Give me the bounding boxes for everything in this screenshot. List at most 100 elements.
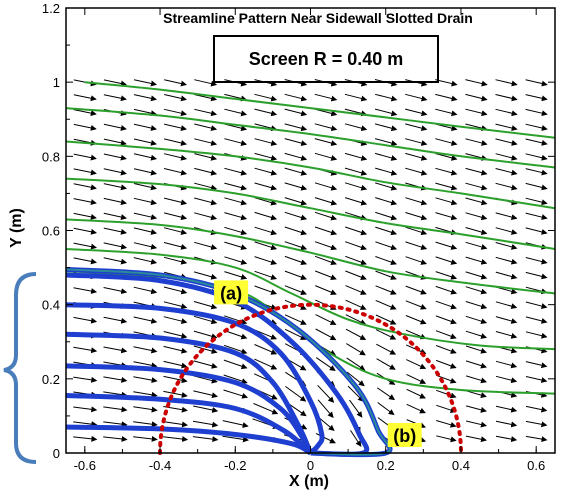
velocity-vector xyxy=(284,270,307,280)
velocity-vector xyxy=(284,123,308,132)
velocity-vector xyxy=(374,138,398,146)
velocity-vector xyxy=(317,384,335,403)
velocity-vector xyxy=(224,256,248,265)
velocity-vector xyxy=(465,108,488,117)
velocity-vector xyxy=(253,402,279,415)
captured-streamline xyxy=(65,424,312,456)
velocity-vector xyxy=(435,167,458,176)
x-tick-label: -0.4 xyxy=(149,458,171,473)
velocity-vector xyxy=(435,197,458,206)
velocity-vector xyxy=(375,167,398,176)
velocity-vector xyxy=(350,430,362,447)
velocity-vector xyxy=(406,388,426,399)
velocity-vector xyxy=(133,406,158,413)
velocity-vector xyxy=(103,197,127,206)
outer-streamline xyxy=(65,270,556,395)
velocity-vector xyxy=(73,316,98,324)
velocity-vector xyxy=(103,391,128,398)
point-label-highlight xyxy=(387,423,422,447)
velocity-vector xyxy=(163,212,188,221)
velocity-vector xyxy=(163,390,188,398)
velocity-vector xyxy=(465,256,488,265)
velocity-vector xyxy=(133,421,158,428)
velocity-vector xyxy=(435,212,458,221)
velocity-vector xyxy=(375,270,397,280)
velocity-vector xyxy=(163,360,188,369)
velocity-vector xyxy=(254,211,278,221)
velocity-vector xyxy=(315,314,337,325)
velocity-vector xyxy=(525,271,548,280)
velocity-vector xyxy=(465,330,488,339)
outer-streamline xyxy=(65,177,556,250)
point-label: (b) xyxy=(393,426,416,446)
velocity-vector xyxy=(224,138,248,146)
velocity-vector xyxy=(133,376,158,384)
velocity-vector xyxy=(254,329,278,340)
velocity-vector xyxy=(345,299,367,310)
velocity-vector xyxy=(314,152,338,161)
velocity-vector xyxy=(435,241,458,250)
velocity-vector xyxy=(345,226,368,236)
velocity-vector xyxy=(405,226,428,236)
velocity-vector xyxy=(315,285,337,295)
velocity-vector xyxy=(133,138,157,146)
velocity-vector xyxy=(344,182,368,191)
velocity-vector xyxy=(346,343,366,356)
velocity-vector xyxy=(103,346,128,354)
velocity-vector xyxy=(525,79,548,87)
velocity-vector xyxy=(525,212,548,221)
velocity-vector xyxy=(315,357,336,371)
velocity-vector xyxy=(254,256,278,265)
velocity-vector xyxy=(495,94,518,102)
velocity-vector xyxy=(435,138,458,146)
velocity-vector xyxy=(435,256,458,265)
velocity-vector xyxy=(73,123,97,131)
velocity-vector xyxy=(465,182,488,191)
velocity-vector xyxy=(254,182,278,191)
x-tick-label: -0.6 xyxy=(74,458,96,473)
y-tick-label: 0.2 xyxy=(42,372,60,387)
velocity-vector xyxy=(194,79,218,87)
velocity-vector xyxy=(103,227,127,235)
velocity-vector xyxy=(495,182,518,191)
velocity-vector xyxy=(436,404,457,413)
velocity-vector xyxy=(495,405,518,413)
velocity-vector xyxy=(133,435,158,442)
velocity-vector xyxy=(163,345,188,354)
velocity-vector xyxy=(73,421,98,428)
velocity-vector xyxy=(133,242,158,250)
velocity-vector xyxy=(374,123,398,132)
velocity-vector xyxy=(435,79,458,87)
velocity-vector xyxy=(103,123,127,131)
velocity-vector xyxy=(495,375,518,384)
velocity-vector xyxy=(284,182,308,191)
velocity-vector xyxy=(254,79,278,87)
velocity-vector xyxy=(375,256,397,266)
x-tick-label: 0.4 xyxy=(452,458,470,473)
velocity-vector xyxy=(194,153,218,161)
velocity-vector xyxy=(375,314,397,325)
velocity-vector xyxy=(405,138,428,146)
velocity-vector xyxy=(525,153,548,161)
velocity-vector xyxy=(435,182,458,191)
velocity-vector xyxy=(193,301,218,310)
velocity-vector xyxy=(436,420,457,428)
y-tick-label: 1 xyxy=(53,75,60,90)
velocity-vector xyxy=(374,108,398,117)
velocity-vector xyxy=(435,108,458,117)
y-tick-label: 0 xyxy=(53,446,60,461)
velocity-vector xyxy=(163,286,188,295)
velocity-vector xyxy=(163,227,188,235)
velocity-vector xyxy=(192,420,219,428)
velocity-vector xyxy=(224,93,248,102)
velocity-vector xyxy=(133,286,158,295)
velocity-vector xyxy=(194,241,218,250)
velocity-vector xyxy=(223,359,248,370)
velocity-vector xyxy=(465,138,488,146)
velocity-vector xyxy=(133,361,158,369)
velocity-vector xyxy=(284,79,308,87)
y-tick-label: 1.2 xyxy=(42,1,60,16)
velocity-vector xyxy=(73,153,97,161)
velocity-vector xyxy=(163,138,187,146)
